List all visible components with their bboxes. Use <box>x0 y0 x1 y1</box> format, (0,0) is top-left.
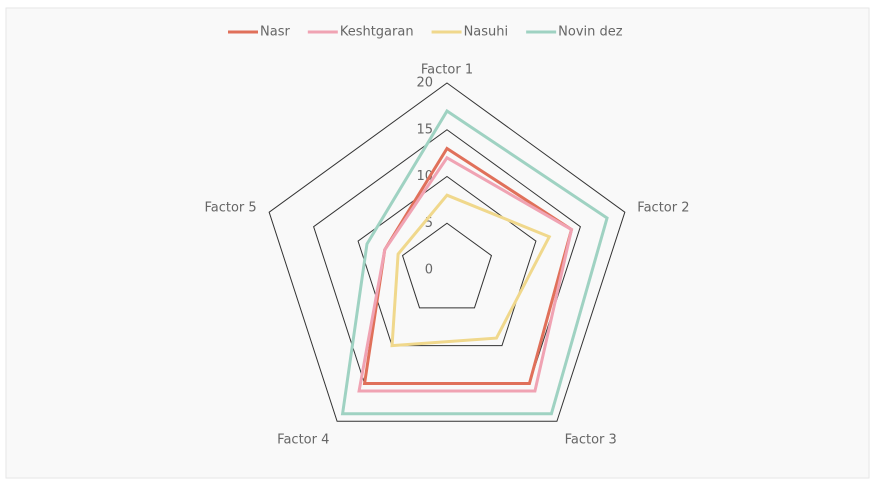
axis-label: Factor 4 <box>277 432 329 447</box>
tick-label: 20 <box>416 76 433 91</box>
legend-label: Keshtgaran <box>340 25 414 40</box>
tick-label: 0 <box>425 263 433 278</box>
axis-label: Factor 3 <box>565 432 617 447</box>
legend-label: Novin dez <box>558 25 623 40</box>
axis-label: Factor 2 <box>637 201 689 216</box>
tick-label: 15 <box>416 122 433 137</box>
chart: 05101520Factor 1Factor 2Factor 3Factor 4… <box>0 0 875 484</box>
axis-label: Factor 5 <box>204 201 256 216</box>
chart-area <box>6 8 869 478</box>
axis-label: Factor 1 <box>421 62 473 77</box>
legend-label: Nasuhi <box>464 25 509 40</box>
legend-label: Nasr <box>260 25 290 40</box>
